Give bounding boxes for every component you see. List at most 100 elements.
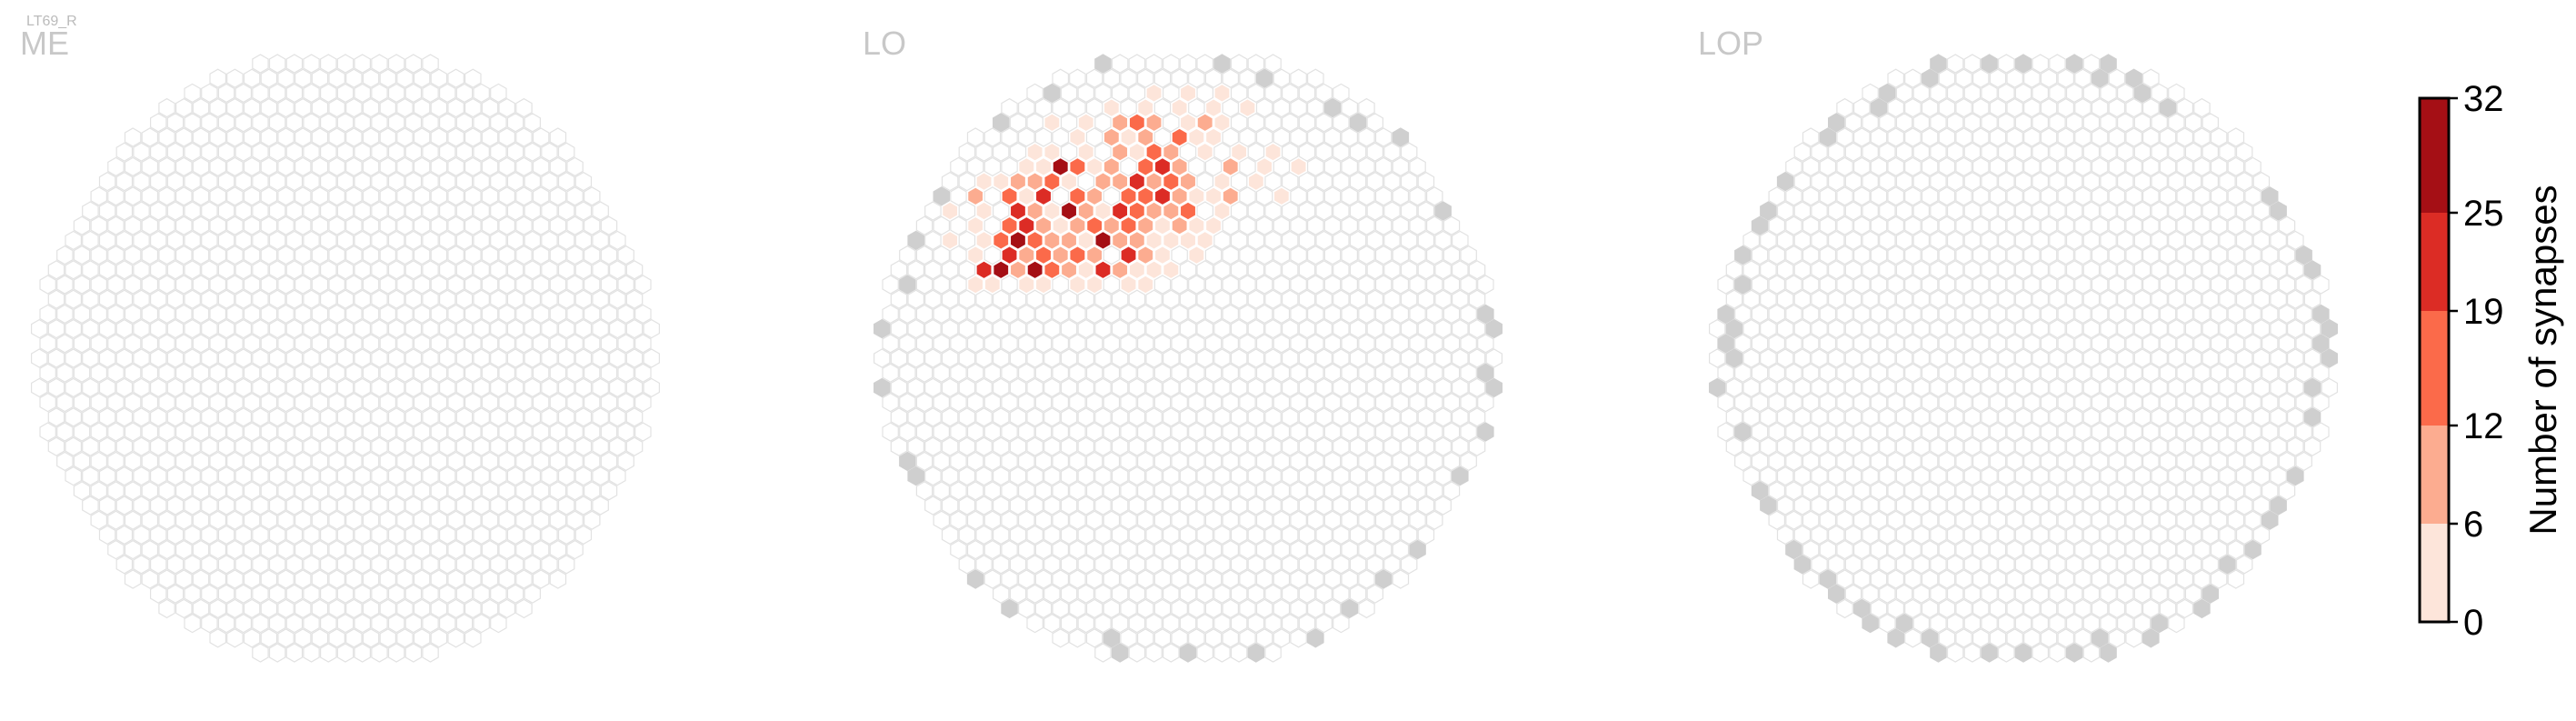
hex-cell	[464, 392, 482, 413]
hex-cell	[2202, 289, 2219, 309]
hex-cell	[983, 156, 1002, 177]
hex-cell	[1827, 436, 1845, 456]
hex-cell	[209, 156, 226, 177]
hex-cell	[166, 113, 185, 133]
hex-cell	[1374, 275, 1393, 295]
hex-cell	[1281, 201, 1299, 221]
hex-cell	[1290, 275, 1307, 295]
hex-cell	[1725, 436, 1743, 456]
hex-cell	[295, 127, 312, 147]
hex-cell	[1981, 318, 1998, 339]
hex-cell	[1273, 215, 1291, 235]
hex-cell	[1802, 451, 1820, 472]
hex-cell	[1425, 422, 1443, 442]
hex-cell	[1162, 54, 1180, 74]
hex-cell	[345, 539, 363, 560]
hex-cell	[1230, 83, 1248, 104]
hex-cell	[141, 215, 159, 235]
hex-cell	[328, 156, 345, 177]
hex-cell	[1972, 392, 1990, 413]
hex-cell	[1972, 481, 1990, 501]
hex-cell	[209, 127, 226, 147]
hex-cell	[1938, 392, 1956, 413]
hex-cell	[2210, 510, 2228, 530]
hex-cell	[379, 422, 396, 442]
hex-cell	[1793, 230, 1812, 251]
empty-column	[1819, 569, 1837, 589]
hex-cell	[473, 584, 490, 604]
hex-cell	[1239, 539, 1256, 560]
hex-cell	[158, 422, 175, 442]
hex-cell	[1069, 363, 1086, 383]
empty-column	[1734, 245, 1752, 265]
hex-cell	[1034, 304, 1053, 325]
hex-cell	[439, 555, 456, 575]
hex-cell	[1827, 348, 1845, 368]
hex-cell	[1477, 334, 1494, 354]
hex-cell	[1836, 127, 1853, 147]
hex-cell	[1333, 318, 1350, 339]
hex-cell	[1341, 363, 1359, 383]
hex-cell	[1239, 275, 1256, 295]
hex-cell	[1094, 613, 1112, 634]
hex-cell	[1333, 466, 1350, 486]
hex-cell	[336, 318, 354, 339]
hex-cell	[201, 436, 218, 456]
hex-cell	[532, 422, 550, 442]
hex-cell	[336, 436, 354, 456]
hex-cell	[404, 289, 423, 309]
hex-cell	[473, 171, 490, 192]
hex-cell	[47, 260, 65, 280]
hex-cell	[1017, 363, 1035, 383]
hex-cell	[268, 230, 286, 251]
hex-cell	[387, 496, 405, 516]
hex-cell	[966, 304, 984, 325]
hex-cell	[320, 230, 337, 251]
hex-cell	[1009, 318, 1027, 339]
hex-cell	[1136, 422, 1154, 442]
hex-cell	[158, 275, 175, 295]
hex-cell	[430, 628, 448, 648]
hex-cell	[1930, 142, 1947, 162]
hex-cell	[1009, 142, 1027, 162]
hex-cell	[150, 142, 167, 162]
hex-cell	[1128, 555, 1146, 575]
hex-cell	[1179, 377, 1197, 398]
hex-cell	[1239, 363, 1256, 383]
hex-cell	[107, 334, 125, 354]
hex-cell	[320, 584, 337, 604]
hex-cell	[115, 377, 134, 398]
synapse-cell	[1187, 185, 1205, 206]
hex-cell	[404, 407, 423, 427]
hex-cell	[1409, 304, 1426, 325]
hex-cell	[1264, 289, 1282, 309]
hex-cell	[1972, 245, 1990, 265]
hex-cell	[2023, 510, 2041, 530]
hex-cell	[1811, 289, 1828, 309]
hex-cell	[1043, 436, 1061, 456]
hex-cell	[1341, 156, 1359, 177]
hex-cell	[592, 348, 609, 368]
hex-cell	[1179, 407, 1197, 427]
hex-cell	[295, 304, 312, 325]
hex-cell	[2065, 201, 2083, 221]
hex-cell	[1717, 422, 1734, 442]
hex-cell	[924, 260, 942, 280]
hex-cell	[1349, 348, 1367, 368]
hex-cell	[950, 215, 967, 235]
hex-cell	[1904, 127, 1922, 147]
hex-cell	[268, 643, 286, 663]
hex-cell	[1001, 334, 1018, 354]
hex-cell	[1026, 289, 1043, 309]
hex-cell	[958, 496, 976, 516]
hex-cell	[1204, 334, 1223, 354]
hex-cell	[1358, 451, 1375, 472]
hex-cell	[141, 245, 159, 265]
hex-cell	[1819, 304, 1837, 325]
hex-cell	[1717, 392, 1734, 413]
hex-cell	[1341, 245, 1359, 265]
hex-cell	[1904, 363, 1922, 383]
hex-cell	[260, 245, 278, 265]
hex-cell	[328, 186, 345, 206]
hex-cell	[2227, 510, 2245, 530]
